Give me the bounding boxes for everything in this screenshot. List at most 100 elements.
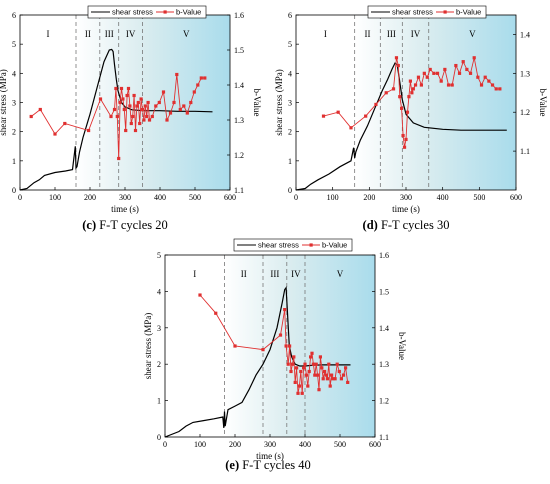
b-value-point bbox=[29, 114, 33, 119]
b-value-point bbox=[490, 83, 495, 87]
b-value-point bbox=[323, 369, 327, 374]
b-value-point bbox=[461, 60, 465, 64]
b-value-point bbox=[297, 384, 301, 388]
b-value-point bbox=[364, 114, 368, 118]
y-left-tick-label: 2 bbox=[288, 128, 292, 137]
b-value-point bbox=[87, 128, 91, 133]
caption-letter: (d) bbox=[363, 218, 381, 232]
x-tick-label: 400 bbox=[299, 440, 311, 449]
y-left-tick-label: 0 bbox=[288, 186, 292, 195]
b-value-point bbox=[139, 97, 143, 101]
stage-gradient-region bbox=[224, 255, 375, 437]
b-value-point bbox=[339, 377, 343, 381]
b-value-point bbox=[261, 348, 265, 352]
b-value-point bbox=[302, 366, 306, 370]
x-tick-label: 400 bbox=[437, 193, 449, 202]
b-value-point bbox=[336, 110, 340, 114]
b-value-point bbox=[299, 369, 303, 374]
b-value-point bbox=[189, 100, 193, 105]
b-value-point bbox=[115, 114, 119, 119]
b-value-point bbox=[292, 355, 296, 359]
b-value-point bbox=[318, 355, 322, 359]
b-value-point bbox=[494, 87, 498, 91]
b-value-point bbox=[432, 71, 436, 75]
b-value-point bbox=[402, 145, 407, 149]
b-value-point bbox=[435, 71, 440, 75]
b-value-point bbox=[454, 63, 458, 68]
b-value-point bbox=[182, 104, 186, 108]
b-value-point bbox=[457, 71, 462, 75]
x-tick-label: 400 bbox=[154, 193, 166, 202]
stage-label: IV bbox=[126, 29, 136, 39]
stage-label: I bbox=[324, 29, 327, 39]
shear-stress-line bbox=[19, 48, 213, 191]
y-left-axis-label: shear stress (MPa) bbox=[143, 313, 153, 380]
stage-gradient-region bbox=[354, 15, 516, 190]
b-value-point bbox=[313, 373, 317, 377]
b-value-point bbox=[325, 377, 329, 381]
b-value-point bbox=[465, 67, 469, 72]
shear-stress-line bbox=[164, 286, 351, 438]
b-value-point bbox=[175, 72, 179, 77]
b-value-point bbox=[314, 362, 318, 366]
y-left-tick-label: 5 bbox=[12, 40, 16, 49]
figure-caption: (d) F-T cycles 30 bbox=[363, 218, 450, 232]
legend-label-shear-stress: shear stress bbox=[258, 241, 299, 250]
y-right-tick-label: 1.4 bbox=[379, 324, 389, 333]
b-value-point bbox=[122, 107, 126, 112]
stage-label: V bbox=[337, 269, 344, 279]
b-value-point bbox=[479, 83, 484, 87]
b-value-point bbox=[146, 100, 150, 105]
x-tick-label: 500 bbox=[189, 193, 201, 202]
b-value-point bbox=[404, 137, 408, 142]
legend-label-shear-stress: shear stress bbox=[112, 8, 153, 17]
y-left-tick-label: 2 bbox=[157, 360, 161, 369]
b-value-point bbox=[131, 114, 135, 119]
b-value-point bbox=[278, 333, 283, 337]
b-value-point bbox=[157, 100, 161, 105]
stage-label: II bbox=[85, 29, 91, 39]
y-right-tick-label: 1.1 bbox=[379, 433, 389, 442]
x-tick-label: 200 bbox=[229, 440, 241, 449]
legend-bvalue-marker bbox=[309, 243, 313, 247]
stage-label: V bbox=[183, 29, 190, 39]
b-value-point bbox=[154, 104, 158, 108]
b-value-point bbox=[384, 91, 388, 95]
stage-label: I bbox=[193, 269, 196, 279]
b-value-point bbox=[53, 132, 57, 136]
y-left-tick-label: 1 bbox=[288, 157, 292, 166]
b-value-point bbox=[468, 71, 473, 75]
x-tick-label: 100 bbox=[327, 193, 339, 202]
b-value-point bbox=[400, 106, 404, 110]
b-value-point bbox=[165, 118, 169, 122]
stage-label: III bbox=[270, 269, 279, 279]
b-value-point bbox=[233, 344, 237, 348]
b-value-point bbox=[117, 156, 121, 161]
y-left-tick-label: 5 bbox=[157, 251, 161, 260]
y-left-tick-label: 0 bbox=[12, 186, 16, 195]
b-value-point bbox=[150, 114, 154, 119]
stage-label: II bbox=[365, 29, 371, 39]
b-value-point bbox=[203, 76, 207, 80]
b-value-point bbox=[321, 114, 326, 118]
b-value-point bbox=[341, 373, 346, 377]
b-value-point bbox=[408, 79, 412, 83]
b-value-point bbox=[344, 366, 348, 370]
b-value-point bbox=[198, 293, 202, 297]
b-value-point bbox=[199, 76, 203, 80]
b-value-point bbox=[416, 75, 421, 79]
b-value-point bbox=[129, 121, 133, 126]
y-left-tick-label: 3 bbox=[288, 99, 292, 108]
stage-gradient-region bbox=[76, 15, 230, 190]
b-value-point bbox=[410, 91, 414, 95]
b-value-point bbox=[330, 373, 334, 377]
b-value-point bbox=[214, 311, 218, 315]
b-value-point bbox=[289, 369, 293, 374]
legend-box bbox=[367, 5, 487, 19]
b-value-point bbox=[192, 90, 196, 94]
legend-label-b-value: b-Value bbox=[176, 8, 201, 17]
b-value-point bbox=[335, 362, 339, 366]
x-tick-label: 200 bbox=[363, 193, 375, 202]
x-tick-label: 300 bbox=[400, 193, 412, 202]
b-value-point bbox=[135, 104, 139, 108]
